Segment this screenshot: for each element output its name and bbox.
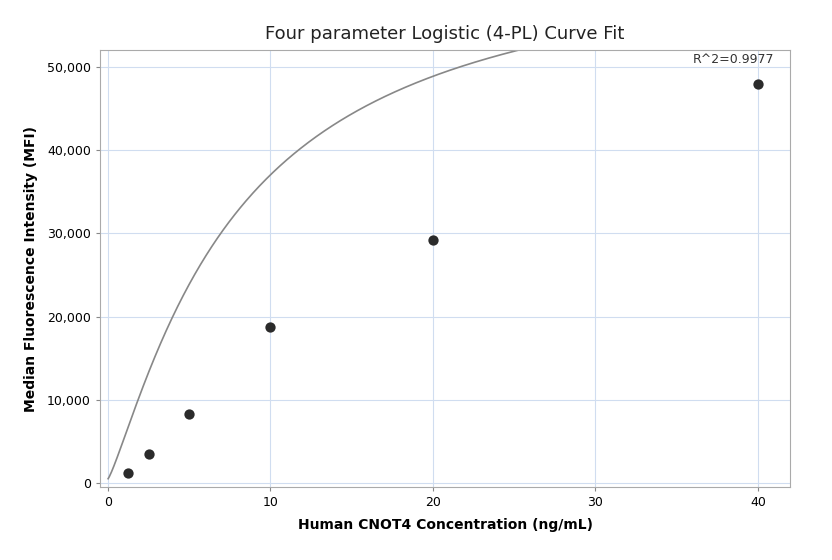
Point — [751, 79, 765, 88]
Text: R^2=0.9977: R^2=0.9977 — [693, 53, 775, 66]
Point — [264, 322, 277, 331]
Point — [121, 469, 135, 478]
Title: Four parameter Logistic (4-PL) Curve Fit: Four parameter Logistic (4-PL) Curve Fit — [265, 25, 625, 43]
Point — [142, 450, 156, 459]
Y-axis label: Median Fluorescence Intensity (MFI): Median Fluorescence Intensity (MFI) — [24, 126, 38, 412]
Point — [182, 409, 196, 418]
Point — [426, 236, 439, 245]
X-axis label: Human CNOT4 Concentration (ng/mL): Human CNOT4 Concentration (ng/mL) — [298, 517, 592, 531]
